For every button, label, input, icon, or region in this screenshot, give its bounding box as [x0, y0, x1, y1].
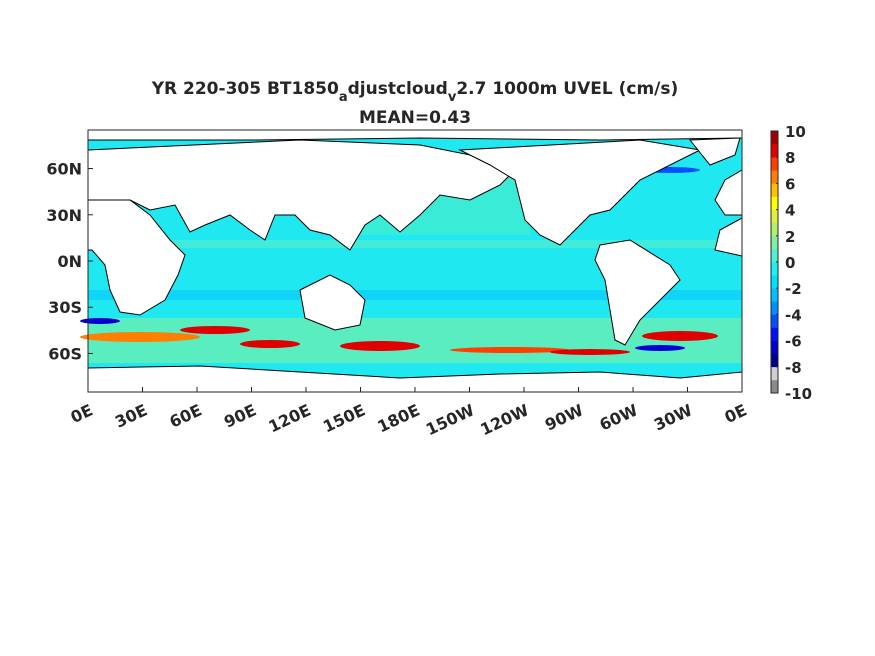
jet — [340, 341, 420, 351]
x-tick-label: 0E — [722, 400, 750, 427]
jet — [642, 331, 718, 341]
colorbar-tick-label: 0 — [785, 254, 795, 272]
jet — [180, 326, 250, 334]
colorbar-tick-label: -2 — [785, 280, 802, 298]
title-part: YR 220-305 BT1850 — [151, 79, 339, 99]
africa — [87, 199, 186, 316]
colorbar-segment — [771, 301, 778, 315]
arctic-land — [87, 129, 743, 141]
colorbar-segment — [771, 170, 778, 184]
colorbar-segment — [771, 235, 778, 250]
south-america — [594, 239, 681, 346]
title-part: 2.7 1000m UVEL (cm/s) — [456, 79, 678, 99]
x-tick-label: 150W — [423, 400, 478, 439]
colorbar-segment — [771, 131, 778, 145]
colorbar-tick-label: 8 — [785, 149, 795, 167]
x-tick-label: 150E — [320, 400, 368, 436]
north-america — [458, 139, 702, 246]
australia — [299, 274, 366, 331]
colorbar-segment — [771, 196, 778, 210]
map-subtitle: MEAN=0.43 — [359, 108, 471, 128]
jet — [450, 347, 570, 353]
title-subscript: a — [339, 90, 348, 105]
jet — [80, 318, 120, 324]
colorbar-tick-label: -4 — [785, 306, 802, 324]
jet — [80, 332, 200, 342]
jet — [635, 345, 685, 351]
x-tick-label: 60E — [167, 400, 205, 431]
colorbar-segment — [771, 144, 778, 158]
colorbar-tick-label: -6 — [785, 333, 802, 351]
map-title: YR 220-305 BT1850adjustcloudv2.7 1000m U… — [151, 79, 679, 105]
x-tick-label: 120W — [477, 400, 532, 439]
colorbar-segment — [771, 222, 778, 237]
colorbar-tick-label: 6 — [785, 175, 795, 193]
colorbar-segment — [771, 288, 778, 302]
y-tick-label: 30S — [48, 298, 82, 317]
map-field — [80, 129, 743, 393]
colorbar-segment — [771, 340, 778, 354]
colorbar-segment — [771, 262, 778, 276]
band — [88, 240, 742, 248]
y-tick-label: 60S — [48, 344, 82, 363]
colorbar-segment — [771, 379, 778, 394]
colorbar-segment — [771, 366, 778, 381]
band — [88, 318, 742, 363]
x-tick-label: 0E — [68, 400, 96, 427]
title-part: djustcloud — [348, 79, 448, 99]
colorbar-segment — [771, 327, 778, 341]
colorbar-tick-label: 2 — [785, 228, 795, 246]
x-tick-label: 90E — [221, 400, 259, 431]
band — [88, 290, 742, 300]
y-tick-label: 0N — [57, 252, 82, 271]
colorbar-segment — [771, 157, 778, 171]
title-subscript: v — [448, 90, 457, 105]
colorbar-segment — [771, 275, 778, 289]
greenland — [688, 137, 741, 166]
colorbar-tick-label: -10 — [785, 385, 812, 403]
eurasia — [87, 139, 522, 251]
colorbar-segment — [771, 209, 778, 223]
colorbar-segment — [771, 248, 778, 263]
y-tick-label: 60N — [46, 160, 82, 179]
y-tick-label: 30N — [46, 206, 82, 225]
colorbar-segment — [771, 183, 778, 197]
jet — [240, 340, 300, 348]
x-tick-label: 120E — [265, 400, 313, 436]
colorbar-tick-label: -8 — [785, 359, 802, 377]
colorbar-tick-label: 4 — [785, 202, 795, 220]
colorbar-segment — [771, 314, 778, 328]
colorbar-tick-label: 10 — [785, 123, 806, 141]
colorbar-segment — [771, 353, 778, 368]
x-tick-label: 30W — [651, 400, 696, 434]
x-tick-label: 60W — [596, 400, 641, 434]
jet — [550, 349, 630, 355]
x-tick-label: 30E — [112, 400, 150, 431]
x-tick-label: 180E — [374, 400, 422, 436]
x-tick-label: 90W — [542, 400, 587, 434]
